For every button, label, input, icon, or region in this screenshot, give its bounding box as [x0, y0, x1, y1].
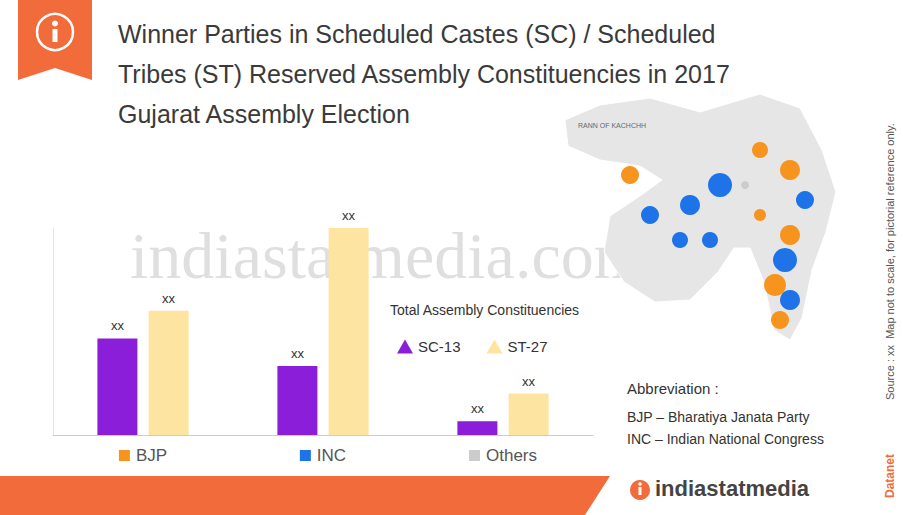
- svg-text:Others: Others: [486, 446, 537, 465]
- svg-text:Abbreviation :: Abbreviation :: [627, 380, 719, 397]
- svg-text:indiastatmedia: indiastatmedia: [655, 476, 810, 501]
- svg-text:xx: xx: [471, 401, 485, 416]
- svg-text:Winner Parties in Scheduled Ca: Winner Parties in Scheduled Castes (SC) …: [118, 20, 716, 48]
- svg-text:Total Assembly Constituencies: Total Assembly Constituencies: [390, 302, 579, 318]
- svg-text:xx: xx: [291, 346, 305, 361]
- svg-text:ST-27: ST-27: [508, 338, 548, 355]
- svg-text:SC-13: SC-13: [418, 338, 461, 355]
- svg-text:INC – Indian National Congress: INC – Indian National Congress: [627, 431, 824, 447]
- svg-text:RANN OF KACHCHH: RANN OF KACHCHH: [578, 122, 646, 129]
- svg-text:BJP: BJP: [136, 446, 167, 465]
- svg-text:Gujarat Assembly Election: Gujarat Assembly Election: [118, 100, 410, 128]
- svg-text:xx: xx: [342, 208, 356, 223]
- svg-text:xx: xx: [111, 318, 125, 333]
- svg-text:Datanet: Datanet: [883, 454, 897, 498]
- svg-text:Source : xx Map not to scale,: Source : xx Map not to scale, for pictor…: [884, 123, 896, 400]
- svg-text:Tribes (ST) Reserved Assembly: Tribes (ST) Reserved Assembly Constituen…: [118, 60, 730, 88]
- svg-text:xx: xx: [522, 374, 536, 389]
- svg-text:BJP – Bharatiya Janata Party: BJP – Bharatiya Janata Party: [627, 409, 810, 425]
- svg-text:INC: INC: [317, 446, 346, 465]
- svg-text:indiastatmedia.com: indiastatmedia.com: [130, 219, 645, 292]
- svg-text:xx: xx: [162, 291, 176, 306]
